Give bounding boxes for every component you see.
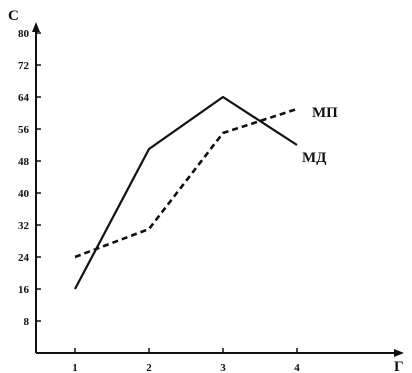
x-tick-label: 3 bbox=[220, 362, 226, 373]
series-layer: МД МП bbox=[74, 95, 338, 290]
y-tick-label: 32 bbox=[18, 220, 30, 232]
series-line-solid bbox=[74, 95, 298, 290]
y-axis-arrow bbox=[32, 22, 40, 32]
y-tick-label: 8 bbox=[24, 316, 30, 328]
y-tick-label: 48 bbox=[18, 156, 30, 168]
series-line-dashed bbox=[74, 107, 298, 259]
y-ticks: 8 16 24 32 40 48 56 64 72 80 bbox=[18, 28, 41, 328]
y-tick-label: 16 bbox=[18, 284, 30, 296]
y-axis-label: С bbox=[8, 8, 19, 24]
y-tick-label: 40 bbox=[18, 188, 30, 200]
y-tick-label: 24 bbox=[18, 252, 30, 264]
x-axis-arrow bbox=[394, 349, 404, 357]
series-label: МД bbox=[302, 150, 327, 166]
x-tick-label: 4 bbox=[294, 362, 300, 373]
series-label: МП bbox=[312, 105, 338, 121]
x-ticks: 1 2 3 4 bbox=[72, 348, 300, 373]
x-axis-label: Г bbox=[394, 359, 404, 373]
y-tick-label: 56 bbox=[18, 124, 30, 136]
y-tick-label: 80 bbox=[18, 28, 30, 40]
y-tick-label: 72 bbox=[18, 60, 30, 72]
x-tick-label: 1 bbox=[72, 362, 78, 373]
chart-axes bbox=[32, 22, 404, 357]
y-tick-label: 64 bbox=[18, 92, 30, 104]
x-tick-label: 2 bbox=[146, 362, 152, 373]
